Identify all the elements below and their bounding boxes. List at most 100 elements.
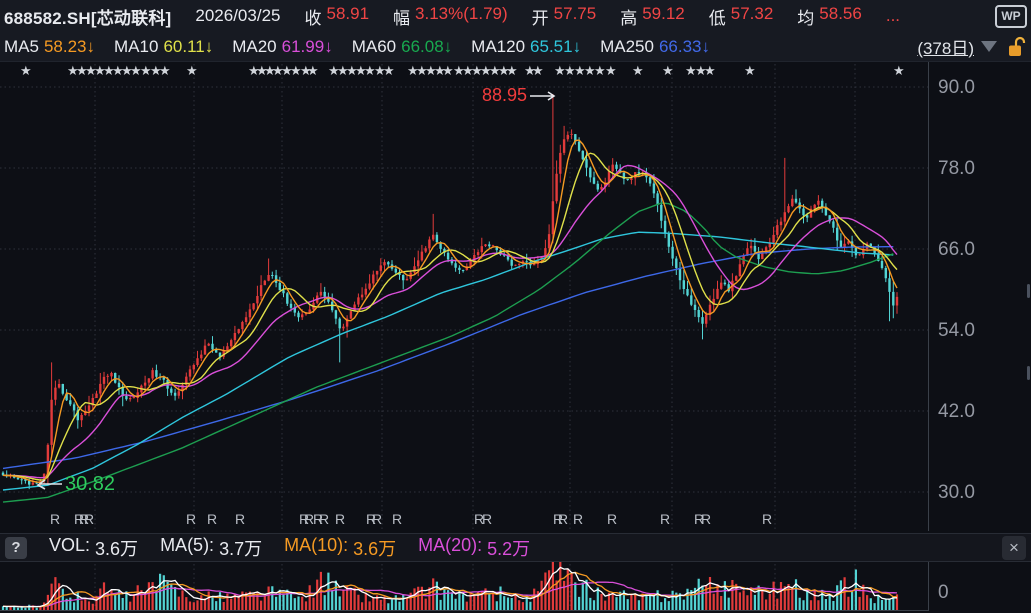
field-avg: 均 58.56 (797, 4, 862, 29)
rights-issue-marker: R (319, 511, 330, 527)
low-price-annotation: 30.82 (36, 473, 115, 496)
close-icon[interactable]: × (1002, 535, 1026, 560)
rights-issue-marker: R (235, 511, 246, 527)
rights-issue-marker: R (474, 511, 485, 527)
period-selector[interactable]: (378日) (917, 39, 974, 58)
field-high-value: 59.12 (642, 3, 685, 23)
field-high-label: 高 (620, 8, 638, 28)
rights-issue-marker: R (299, 511, 310, 527)
field-change: 幅 3.13%(1.79) (393, 4, 508, 29)
rights-issue-marker: R (335, 511, 346, 527)
event-star-icon: ★ (434, 63, 446, 78)
event-star-icon: ★ (248, 63, 260, 78)
event-star-icon: ★ (744, 63, 756, 78)
event-star-icon: ★ (159, 63, 171, 78)
title-bar: 688582.SH[芯动联科] 2026/03/25 收 58.91 幅 3.1… (0, 0, 1031, 32)
stock-symbol[interactable]: 688582.SH[芯动联科] (4, 8, 172, 28)
ma250-value: 66.33↓ (658, 36, 710, 56)
ma10-legend: MA10 60.11↓ (114, 37, 213, 57)
volume-zero-label: 0 (938, 582, 949, 603)
event-star-icon: ★ (605, 63, 617, 78)
event-star-icon: ★ (121, 63, 133, 78)
event-star-icon: ★ (383, 63, 395, 78)
y-axis-label: 42.0 (938, 401, 975, 422)
event-star-icon: ★ (480, 63, 492, 78)
vol-ma10-legend: MA(10): 3.6万 (284, 535, 396, 561)
ma10-label: MA10 (114, 36, 159, 56)
arrow-left-icon (36, 478, 62, 490)
rights-issue-marker: R (553, 511, 564, 527)
event-star-icon: ★ (564, 63, 576, 78)
field-low-value: 57.32 (730, 3, 774, 23)
rights-issue-marker: R (304, 511, 315, 527)
event-star-icon: ★ (256, 63, 268, 78)
field-low-label: 低 (708, 8, 726, 28)
ma60-label: MA60 (351, 36, 397, 56)
event-star-icon: ★ (594, 63, 606, 78)
field-close-value: 58.91 (326, 3, 370, 23)
unlock-icon[interactable] (1008, 36, 1027, 58)
event-star-icon: ★ (704, 63, 716, 78)
event-star-icon: ★ (355, 63, 367, 78)
vol-ma5-value: 3.7万 (219, 538, 263, 559)
vol-legend: VOL: 3.6万 (49, 535, 138, 561)
help-icon[interactable]: ? (5, 536, 27, 559)
ma5-legend: MA5 58.23↓ (4, 37, 95, 57)
ma5-label: MA5 (4, 36, 39, 56)
rights-issue-marker: R (762, 511, 773, 527)
rights-issue-marker: R (558, 511, 569, 527)
event-star-icon: ★ (632, 63, 644, 78)
vol-ma20-label: MA(20): (418, 534, 483, 555)
chevron-down-icon[interactable] (981, 41, 997, 52)
high-price-label: 88.95 (482, 85, 528, 105)
event-star-icon: ★ (328, 63, 340, 78)
event-star-icon: ★ (584, 63, 596, 78)
volume-chart-canvas[interactable] (0, 562, 1031, 613)
ma60-value: 66.08↓ (401, 36, 453, 56)
more-ellipsis[interactable]: ... (885, 6, 901, 25)
rights-issue-marker: R (482, 511, 493, 527)
field-change-value: 3.13%(1.79) (415, 3, 508, 23)
event-star-icon: ★ (264, 63, 276, 78)
field-change-label: 幅 (393, 8, 411, 28)
rights-issue-marker: R (84, 511, 95, 527)
ma20-value: 61.99↓ (281, 36, 333, 56)
event-star-icon: ★ (374, 63, 386, 78)
ma5-value: 58.23↓ (43, 36, 96, 56)
event-star-icon: ★ (272, 63, 284, 78)
event-star-icon: ★ (307, 63, 319, 78)
rights-issue-marker: R (660, 511, 671, 527)
scrollbar-thumb[interactable] (1027, 366, 1030, 380)
event-star-icon: ★ (290, 63, 302, 78)
event-star-icon: ★ (186, 63, 198, 78)
ma250-legend: MA250 66.33↓ (600, 37, 710, 57)
field-open-value: 57.75 (553, 3, 597, 23)
vol-value: 3.6万 (95, 538, 139, 559)
wp-monitor-icon[interactable]: WP (995, 4, 1027, 28)
event-star-icon: ★ (453, 63, 465, 78)
field-low: 低 57.32 (709, 4, 774, 29)
vol-ma5-legend: MA(5): 3.7万 (160, 535, 262, 561)
event-star-icon: ★ (442, 63, 454, 78)
event-star-icon: ★ (85, 63, 97, 78)
event-star-icon: ★ (94, 63, 106, 78)
rights-issue-marker: R (607, 511, 618, 527)
event-star-icon: ★ (130, 63, 142, 78)
vol-ma10-value: 3.6万 (353, 538, 397, 559)
ma250-label: MA250 (600, 36, 654, 56)
ma20-label: MA20 (232, 36, 277, 56)
rights-issue-marker: R (186, 511, 197, 527)
field-open: 开 57.75 (532, 4, 597, 29)
event-star-icon: ★ (300, 63, 312, 78)
ma120-value: 65.51↓ (530, 36, 582, 56)
rights-issue-marker: R (79, 511, 90, 527)
event-star-icon: ★ (462, 63, 474, 78)
rights-issue-marker: R (701, 511, 712, 527)
scrollbar-thumb[interactable] (1027, 284, 1030, 298)
event-star-icon: ★ (498, 63, 510, 78)
price-chart-canvas[interactable] (0, 62, 1031, 532)
rights-issue-marker: R (392, 511, 403, 527)
vol-ma20-legend: MA(20): 5.2万 (418, 535, 530, 561)
y-axis-label: 90.0 (938, 77, 975, 98)
